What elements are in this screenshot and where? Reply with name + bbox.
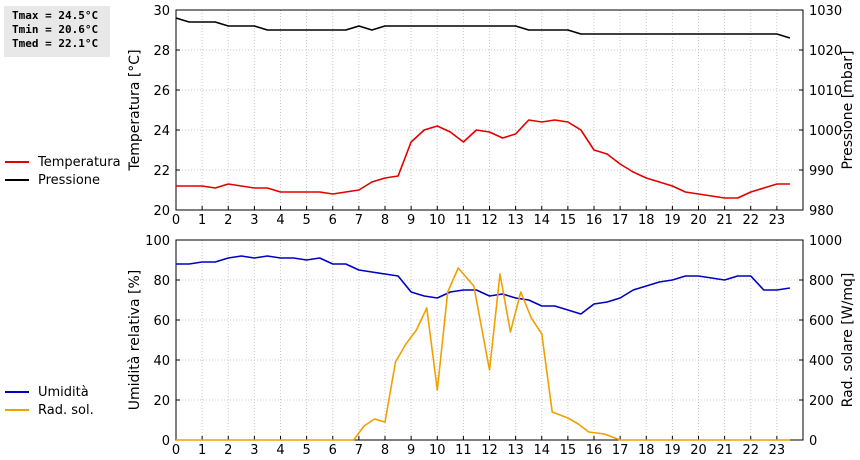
x-tick-label: 21 <box>716 443 733 458</box>
x-tick-label: 11 <box>455 213 472 228</box>
x-tick-label: 19 <box>664 443 681 458</box>
y-tick-label-right: 1000 <box>809 124 842 139</box>
series-line-pressione <box>175 17 791 39</box>
y-tick-label-left: 40 <box>153 354 170 369</box>
y-tick-label-right: 200 <box>809 394 834 409</box>
x-tick-label: 20 <box>690 213 707 228</box>
y-axis-title-left: Umidità relativa [%] <box>127 270 143 411</box>
x-tick-label: 10 <box>429 443 446 458</box>
x-tick-label: 13 <box>507 443 524 458</box>
x-tick-label: 5 <box>302 443 310 458</box>
x-tick-label: 8 <box>381 213 389 228</box>
x-tick-label: 18 <box>638 213 655 228</box>
y-tick-label-right: 1020 <box>809 44 842 59</box>
y-tick-label-right: 1000 <box>809 234 842 249</box>
x-tick-label: 18 <box>638 443 655 458</box>
y-tick-label-left: 60 <box>153 314 170 329</box>
y-tick-label-left: 30 <box>153 4 170 19</box>
x-tick-label: 17 <box>612 443 629 458</box>
x-tick-label: 0 <box>172 443 180 458</box>
y-tick-label-left: 0 <box>162 434 170 449</box>
y-tick-label-right: 980 <box>809 204 834 219</box>
x-tick-label: 6 <box>329 213 337 228</box>
x-tick-label: 4 <box>276 443 284 458</box>
legend-label: Pressione <box>38 173 100 188</box>
x-tick-label: 14 <box>533 443 550 458</box>
x-tick-label: 22 <box>742 443 759 458</box>
series-line-rad-sol- <box>176 267 790 441</box>
chart-panel-2 <box>5 239 804 441</box>
y-tick-label-right: 0 <box>809 434 817 449</box>
y-tick-label-left: 26 <box>153 84 170 99</box>
y-tick-label-left: 20 <box>153 204 170 219</box>
y-tick-label-right: 400 <box>809 354 834 369</box>
x-tick-label: 12 <box>481 213 498 228</box>
y-tick-label-left: 100 <box>145 234 170 249</box>
y-axis-title-left: Temperatura [°C] <box>127 49 143 171</box>
x-tick-label: 23 <box>769 443 786 458</box>
x-tick-label: 16 <box>586 443 603 458</box>
x-tick-label: 14 <box>533 213 550 228</box>
legend-label: Umidità <box>38 385 89 400</box>
y-tick-label-left: 24 <box>153 124 170 139</box>
x-tick-label: 9 <box>407 443 415 458</box>
tmed-text: Tmed = 22.1°C <box>12 37 99 50</box>
x-tick-label: 12 <box>481 443 498 458</box>
x-tick-label: 17 <box>612 213 629 228</box>
x-tick-label: 16 <box>586 213 603 228</box>
y-axis-title-right: Rad. solare [W/mq] <box>840 273 856 408</box>
y-tick-label-right: 1030 <box>809 4 842 19</box>
y-tick-label-left: 20 <box>153 394 170 409</box>
x-tick-label: 0 <box>172 213 180 228</box>
series-line-temperatura <box>176 119 790 199</box>
y-tick-label-right: 800 <box>809 274 834 289</box>
tmin-text: Tmin = 20.6°C <box>12 23 99 36</box>
x-tick-label: 21 <box>716 213 733 228</box>
series-line-umidit- <box>176 255 791 315</box>
x-tick-label: 7 <box>355 443 363 458</box>
x-tick-label: 5 <box>302 213 310 228</box>
x-tick-label: 19 <box>664 213 681 228</box>
x-tick-label: 3 <box>250 213 258 228</box>
x-tick-label: 22 <box>742 213 759 228</box>
y-tick-label-left: 22 <box>153 164 170 179</box>
tmax-text: Tmax = 24.5°C <box>12 9 99 22</box>
x-tick-label: 3 <box>250 443 258 458</box>
x-tick-label: 2 <box>224 213 232 228</box>
x-tick-label: 20 <box>690 443 707 458</box>
legend-label: Rad. sol. <box>38 403 94 418</box>
stats-box: Tmax = 24.5°C Tmin = 20.6°C Tmed = 22.1°… <box>4 6 110 57</box>
y-tick-label-right: 990 <box>809 164 834 179</box>
chart-panel-1 <box>5 9 804 211</box>
x-tick-label: 7 <box>355 213 363 228</box>
x-tick-label: 1 <box>198 213 206 228</box>
x-tick-label: 23 <box>769 213 786 228</box>
x-tick-label: 6 <box>329 443 337 458</box>
y-tick-label-right: 1010 <box>809 84 842 99</box>
x-tick-label: 10 <box>429 213 446 228</box>
y-axis-title-right: Pressione [mbar] <box>840 50 856 169</box>
legend-label: Temperatura <box>37 155 121 170</box>
x-tick-label: 4 <box>276 213 284 228</box>
x-tick-label: 2 <box>224 443 232 458</box>
y-tick-label-right: 600 <box>809 314 834 329</box>
y-tick-label-left: 28 <box>153 44 170 59</box>
x-tick-label: 15 <box>560 443 577 458</box>
x-tick-label: 8 <box>381 443 389 458</box>
x-tick-label: 1 <box>198 443 206 458</box>
x-tick-label: 9 <box>407 213 415 228</box>
x-tick-label: 13 <box>507 213 524 228</box>
y-tick-label-left: 80 <box>153 274 170 289</box>
x-tick-label: 11 <box>455 443 472 458</box>
x-tick-label: 15 <box>560 213 577 228</box>
